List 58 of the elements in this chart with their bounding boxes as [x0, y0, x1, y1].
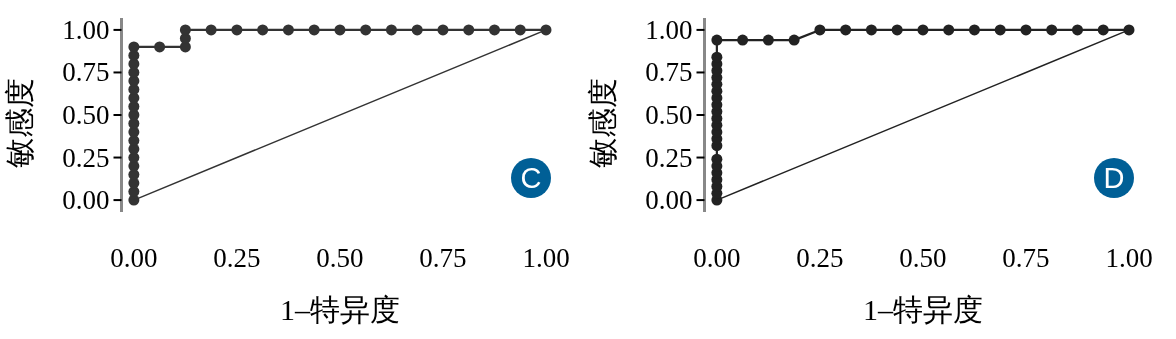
y-tick-label: 0.50: [62, 100, 110, 130]
y-tick-label: 0.75: [645, 57, 693, 88]
point: [205, 24, 217, 36]
x-tick-label: 1.00: [522, 243, 570, 273]
y-axis-title: 敏感度: [3, 78, 36, 168]
y-tick-label: 0.00: [645, 185, 693, 216]
x-tick-label: 0.00: [693, 243, 741, 273]
point: [282, 24, 294, 36]
point: [891, 24, 903, 36]
annotation: C: [520, 162, 542, 194]
point: [788, 34, 800, 46]
point: [814, 24, 826, 36]
point: [437, 24, 449, 36]
point: [385, 24, 397, 36]
y-tick-label: 0.25: [645, 142, 693, 173]
y-axis-title: 敏感度: [586, 78, 619, 168]
point: [1046, 24, 1058, 36]
point: [1097, 24, 1109, 36]
point: [1071, 24, 1083, 36]
point: [257, 24, 269, 36]
x-tick-label: 0.50: [899, 243, 947, 273]
point: [360, 24, 372, 36]
point: [488, 24, 500, 36]
point: [917, 24, 929, 36]
point: [463, 24, 475, 36]
x-axis-title: 1–特异度: [279, 293, 400, 326]
point: [840, 24, 852, 36]
point: [968, 24, 980, 36]
x-tick-label: 0.25: [796, 243, 844, 273]
point: [865, 24, 877, 36]
point: [711, 34, 723, 46]
x-tick-label: 0.75: [1002, 243, 1050, 273]
point: [943, 24, 955, 36]
x-tick-label: 0.00: [110, 243, 158, 273]
y-tick-label: 1.00: [62, 14, 110, 45]
y-tick-label: 0.50: [645, 100, 693, 130]
x-tick-label: 0.25: [213, 243, 261, 273]
point: [1020, 24, 1032, 36]
point: [762, 34, 774, 46]
x-axis-title: 1–特异度: [862, 293, 983, 326]
y-tick-label: 1.00: [645, 14, 693, 45]
point: [308, 24, 320, 36]
point: [514, 24, 526, 36]
x-tick-label: 0.75: [419, 243, 467, 273]
point: [179, 24, 191, 36]
point: [231, 24, 243, 36]
y-tick-label: 0.00: [62, 185, 110, 216]
x-tick-label: 1.00: [1105, 243, 1153, 273]
point: [334, 24, 346, 36]
x-tick-label: 0.50: [316, 243, 364, 273]
annotation: D: [1103, 162, 1125, 194]
y-tick-label: 0.25: [62, 142, 110, 173]
point: [154, 41, 166, 53]
point: [737, 34, 749, 46]
y-tick-label: 0.75: [62, 57, 110, 88]
point: [994, 24, 1006, 36]
point: [128, 41, 140, 53]
point: [411, 24, 423, 36]
